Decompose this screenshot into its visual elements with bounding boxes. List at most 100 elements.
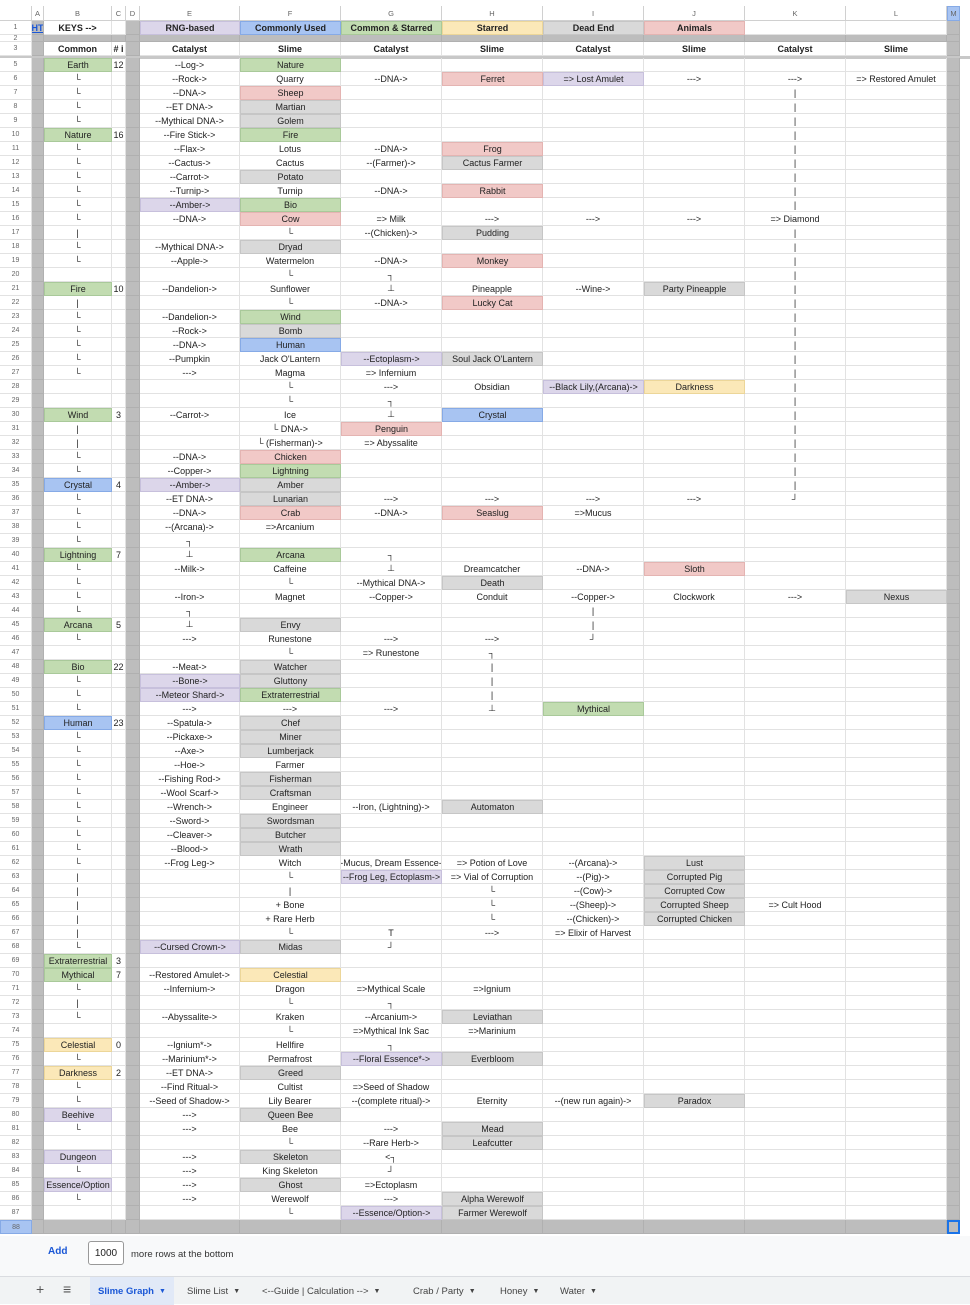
- empty-cell[interactable]: [442, 520, 543, 534]
- row-number[interactable]: 84: [0, 1164, 32, 1178]
- empty-cell[interactable]: [947, 156, 960, 170]
- cell-k10[interactable]: |: [745, 128, 846, 142]
- empty-cell[interactable]: [745, 940, 846, 954]
- empty-cell[interactable]: [112, 688, 126, 702]
- empty-cell[interactable]: [126, 114, 140, 128]
- column-header-a[interactable]: A: [32, 6, 44, 21]
- cell-h48[interactable]: |: [442, 660, 543, 674]
- row-number[interactable]: 16: [0, 212, 32, 226]
- empty-cell[interactable]: [112, 21, 126, 35]
- empty-cell[interactable]: [442, 35, 543, 42]
- cell-f65[interactable]: + Bone: [240, 898, 341, 912]
- cell-f75[interactable]: Hellfire: [240, 1038, 341, 1052]
- empty-cell[interactable]: [126, 338, 140, 352]
- empty-cell[interactable]: [126, 534, 140, 548]
- cell-b42[interactable]: └: [44, 576, 112, 590]
- cell-g73[interactable]: --Arcanium->: [341, 1010, 442, 1024]
- cell-b70[interactable]: Mythical: [44, 968, 112, 982]
- empty-cell[interactable]: [947, 1136, 960, 1150]
- cell-e50[interactable]: --Meteor Shard->: [140, 688, 240, 702]
- row-number[interactable]: 9: [0, 114, 32, 128]
- cell-h71[interactable]: =>Ignium: [442, 982, 543, 996]
- column-header-g[interactable]: G: [341, 6, 442, 21]
- cell-b60[interactable]: └: [44, 828, 112, 842]
- empty-cell[interactable]: [745, 772, 846, 786]
- empty-cell[interactable]: [947, 128, 960, 142]
- empty-cell[interactable]: [947, 21, 960, 35]
- empty-cell[interactable]: [644, 198, 745, 212]
- cell-b38[interactable]: └: [44, 520, 112, 534]
- empty-cell[interactable]: [126, 870, 140, 884]
- empty-cell[interactable]: [140, 226, 240, 240]
- cell-b76[interactable]: └: [44, 1052, 112, 1066]
- row-number[interactable]: 56: [0, 772, 32, 786]
- empty-cell[interactable]: [126, 268, 140, 282]
- empty-cell[interactable]: [745, 35, 846, 42]
- cell-b10[interactable]: Nature: [44, 128, 112, 142]
- empty-cell[interactable]: [112, 828, 126, 842]
- cell-e5[interactable]: --Log->: [140, 58, 240, 72]
- empty-cell[interactable]: [644, 1164, 745, 1178]
- empty-cell[interactable]: [32, 870, 44, 884]
- cell-g62[interactable]: -Mucus, Dream Essence-: [341, 856, 442, 870]
- cell-g84[interactable]: ┘: [341, 1164, 442, 1178]
- empty-cell[interactable]: [745, 660, 846, 674]
- cell-f70[interactable]: Celestial: [240, 968, 341, 982]
- empty-cell[interactable]: [112, 856, 126, 870]
- cell-g40[interactable]: ┐: [341, 548, 442, 562]
- empty-cell[interactable]: [44, 1136, 112, 1150]
- empty-cell[interactable]: [140, 1220, 240, 1234]
- empty-cell[interactable]: [644, 646, 745, 660]
- empty-cell[interactable]: [846, 646, 947, 660]
- empty-cell[interactable]: [846, 1178, 947, 1192]
- empty-cell[interactable]: [140, 436, 240, 450]
- empty-cell[interactable]: [644, 1038, 745, 1052]
- cell-h63[interactable]: => Vial of Corruption: [442, 870, 543, 884]
- empty-cell[interactable]: [32, 35, 44, 42]
- empty-cell[interactable]: [644, 1080, 745, 1094]
- empty-cell[interactable]: [745, 1066, 846, 1080]
- cell-h66[interactable]: └: [442, 912, 543, 926]
- empty-cell[interactable]: [32, 198, 44, 212]
- empty-cell[interactable]: [543, 674, 644, 688]
- cell-i43[interactable]: --Copper->: [543, 590, 644, 604]
- cell-h1[interactable]: Starred: [442, 21, 543, 35]
- row-number[interactable]: 88: [0, 1220, 32, 1234]
- empty-cell[interactable]: [947, 926, 960, 940]
- empty-cell[interactable]: [947, 42, 960, 56]
- cell-j6[interactable]: --->: [644, 72, 745, 86]
- empty-cell[interactable]: [947, 814, 960, 828]
- empty-cell[interactable]: [32, 898, 44, 912]
- empty-cell[interactable]: [543, 1164, 644, 1178]
- empty-cell[interactable]: [644, 758, 745, 772]
- empty-cell[interactable]: [846, 254, 947, 268]
- caret-down-icon[interactable]: ▼: [589, 1287, 597, 1295]
- cell-f62[interactable]: Witch: [240, 856, 341, 870]
- cell-e52[interactable]: --Spatula->: [140, 716, 240, 730]
- empty-cell[interactable]: [543, 1206, 644, 1220]
- cell-f30[interactable]: Ice: [240, 408, 341, 422]
- empty-cell[interactable]: [644, 828, 745, 842]
- empty-cell[interactable]: [644, 688, 745, 702]
- empty-cell[interactable]: [442, 128, 543, 142]
- empty-cell[interactable]: [32, 618, 44, 632]
- empty-cell[interactable]: [846, 730, 947, 744]
- empty-cell[interactable]: [112, 338, 126, 352]
- row-number[interactable]: 46: [0, 632, 32, 646]
- cell-f64[interactable]: |: [240, 884, 341, 898]
- cell-e40[interactable]: ⊥: [140, 548, 240, 562]
- empty-cell[interactable]: [846, 1094, 947, 1108]
- empty-cell[interactable]: [846, 170, 947, 184]
- empty-cell[interactable]: [644, 1052, 745, 1066]
- cell-e18[interactable]: --Mythical DNA->: [140, 240, 240, 254]
- cell-k26[interactable]: |: [745, 352, 846, 366]
- empty-cell[interactable]: [126, 492, 140, 506]
- empty-cell[interactable]: [126, 1010, 140, 1024]
- empty-cell[interactable]: [32, 688, 44, 702]
- empty-cell[interactable]: [126, 1066, 140, 1080]
- row-number[interactable]: 82: [0, 1136, 32, 1150]
- empty-cell[interactable]: [341, 716, 442, 730]
- cell-i28[interactable]: --Black Lily,(Arcana)->: [543, 380, 644, 394]
- empty-cell[interactable]: [32, 240, 44, 254]
- empty-cell[interactable]: [745, 702, 846, 716]
